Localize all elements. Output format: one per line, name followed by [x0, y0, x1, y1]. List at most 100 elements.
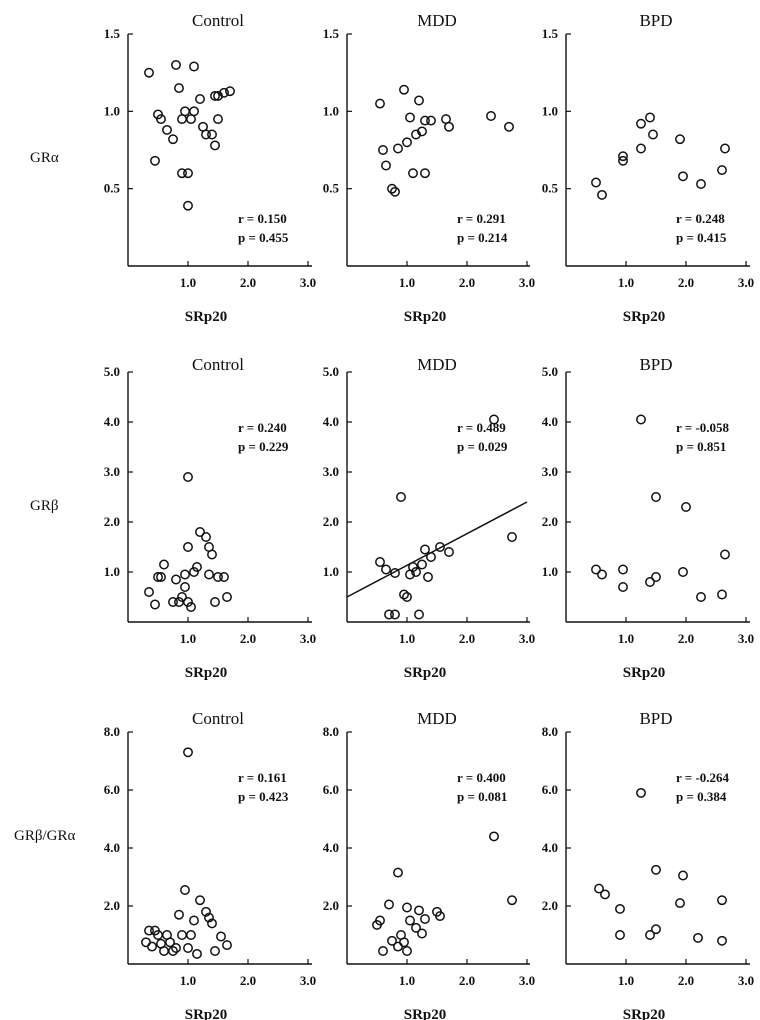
data-point: [417, 928, 427, 939]
data-point: [168, 597, 178, 607]
data-point: [390, 609, 400, 620]
data-point: [408, 168, 418, 179]
x-tick-label: 3.0: [738, 275, 754, 290]
panel-9: 2.0 4.0 6.0 8.0 1.0 2.0 3.0 SRp20 BPD r = -0.264 p…: [542, 709, 754, 1020]
y-tick-label: 1.5: [542, 26, 559, 41]
data-point: [678, 171, 688, 182]
data-point: [144, 587, 154, 597]
x-tick-label: 1.0: [180, 275, 196, 290]
panel-2: 0.5 1.0 1.5 1.0 2.0 3.0 SRp20 MDD r = 0.291 p = 0…: [323, 11, 535, 325]
x-tick-label: 2.0: [240, 631, 256, 646]
data-point: [648, 129, 658, 140]
data-point: [420, 544, 430, 555]
y-tick-label: 1.0: [542, 103, 558, 118]
data-point: [390, 568, 400, 578]
data-point: [147, 941, 157, 952]
x-tick-label: 1.0: [618, 275, 634, 290]
p-value: p = 0.455: [238, 230, 289, 245]
data-point: [717, 895, 727, 906]
data-point: [384, 899, 394, 910]
data-point: [405, 915, 415, 926]
data-point: [618, 151, 628, 162]
data-point: [486, 111, 496, 121]
r-value: r = 0.240: [238, 420, 287, 435]
data-point: [156, 114, 166, 125]
data-point: [162, 124, 172, 135]
data-point: [636, 118, 646, 129]
data-point: [213, 572, 223, 582]
data-point: [177, 930, 187, 940]
x-axis-label: SRp20: [185, 309, 228, 325]
p-value: p = 0.423: [238, 789, 289, 804]
x-tick-label: 1.0: [618, 631, 634, 646]
data-point: [615, 903, 625, 914]
p-value: p = 0.851: [676, 439, 726, 454]
panel-5: 1.0 2.0 3.0 4.0 5.0 1.0 2.0 3.0 SRp20 MDD r = 0.48…: [323, 355, 535, 681]
x-tick-label: 2.0: [459, 973, 475, 988]
data-point: [183, 542, 193, 552]
data-point: [213, 90, 223, 101]
data-point: [183, 747, 193, 758]
panel-title: Control: [192, 11, 244, 30]
x-tick-label: 1.0: [180, 631, 196, 646]
x-axis-label: SRp20: [404, 665, 447, 681]
data-point: [210, 597, 220, 607]
y-tick-label: 1.5: [104, 26, 121, 41]
data-point: [387, 183, 397, 194]
data-point: [189, 106, 199, 117]
data-point: [183, 168, 193, 179]
data-point: [636, 414, 646, 425]
data-point: [420, 168, 430, 179]
data-point: [171, 943, 181, 953]
data-point: [183, 472, 193, 482]
panel-title: BPD: [639, 709, 672, 728]
data-point: [150, 599, 160, 610]
y-tick-label: 2.0: [542, 514, 558, 529]
data-point: [399, 937, 409, 948]
r-value: r = 0.161: [238, 770, 287, 785]
x-axis-label: SRp20: [185, 1007, 228, 1020]
data-point: [393, 867, 403, 878]
data-point: [180, 569, 190, 580]
data-point: [378, 946, 388, 956]
data-point: [681, 502, 691, 512]
data-point: [375, 557, 385, 567]
data-point: [435, 542, 445, 552]
data-point: [375, 915, 385, 926]
data-point: [204, 569, 214, 580]
data-point: [414, 95, 424, 106]
data-point: [615, 930, 625, 940]
y-tick-label: 2.0: [104, 514, 120, 529]
y-tick-label: 0.5: [542, 181, 559, 196]
data-point: [213, 114, 223, 125]
y-tick-label: 4.0: [323, 414, 339, 429]
y-tick-label: 2.0: [323, 898, 339, 913]
data-point: [594, 883, 604, 894]
data-point: [174, 83, 184, 94]
data-point: [600, 889, 610, 900]
data-point: [444, 547, 454, 557]
data-point: [720, 549, 730, 560]
data-point: [219, 572, 229, 582]
data-point: [207, 549, 217, 560]
data-point: [417, 559, 427, 570]
panel-8: 2.0 4.0 6.0 8.0 1.0 2.0 3.0 SRp20 MDD r = 0.400 p …: [323, 709, 535, 1020]
data-point: [201, 906, 211, 917]
data-point: [192, 948, 202, 959]
data-point: [489, 414, 499, 425]
y-tick-label: 6.0: [323, 782, 339, 797]
panel-4: 1.0 2.0 3.0 4.0 5.0 1.0 2.0 3.0 SRp20 Control r = …: [104, 355, 316, 681]
data-point: [444, 121, 454, 132]
data-point: [411, 567, 421, 577]
y-tick-label: 6.0: [104, 782, 120, 797]
data-point: [675, 898, 685, 909]
panel-title: BPD: [639, 11, 672, 30]
data-point: [717, 589, 727, 600]
data-point: [189, 567, 199, 577]
y-tick-label: 2.0: [104, 898, 120, 913]
y-tick-label: 1.0: [104, 103, 120, 118]
data-point: [144, 67, 154, 78]
data-point: [678, 567, 688, 577]
p-value: p = 0.415: [676, 230, 727, 245]
y-tick-label: 1.5: [323, 26, 340, 41]
